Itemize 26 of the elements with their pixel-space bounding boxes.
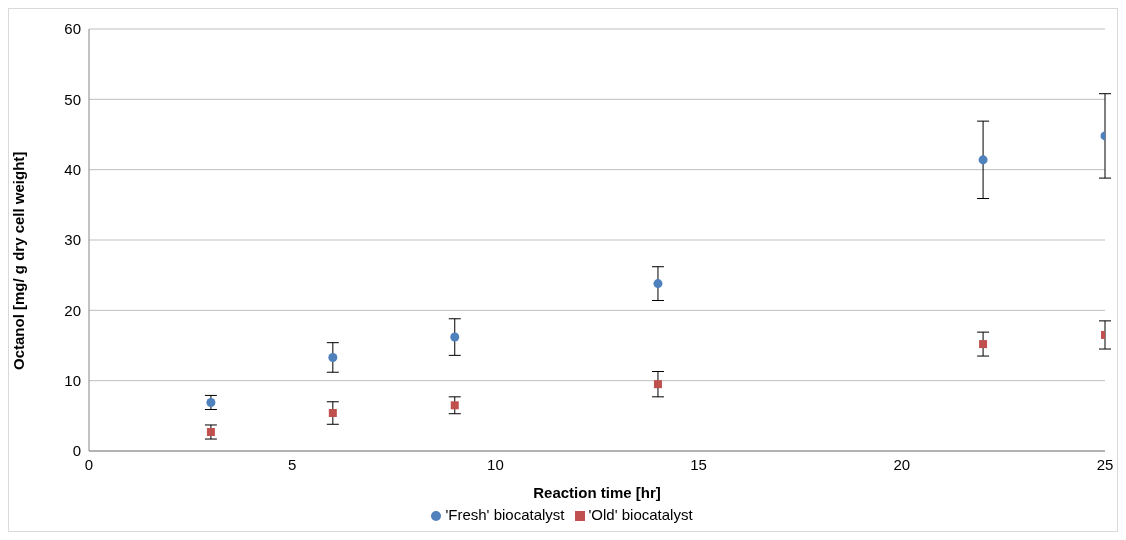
point <box>328 352 338 362</box>
y-tick-label: 20 <box>64 301 81 319</box>
point <box>979 340 988 349</box>
y-tick-label: 50 <box>64 90 81 108</box>
x-tick-label: 10 <box>487 455 504 473</box>
x-tick-label: 15 <box>690 455 707 473</box>
point <box>450 401 459 410</box>
point <box>206 428 215 437</box>
y-tick-label: 0 <box>72 442 81 460</box>
x-tick-label: 25 <box>1096 455 1114 473</box>
x-axis-title: Reaction time [hr] <box>533 484 661 501</box>
y-axis-title: Octanol [mg/ g dry cell weight] <box>10 151 28 370</box>
x-tick-label: 5 <box>288 455 297 473</box>
point <box>978 155 988 165</box>
y-tick-label: 60 <box>64 20 81 38</box>
point <box>450 332 460 342</box>
y-tick-label: 40 <box>64 160 81 178</box>
legend-label: 'Fresh' biocatalyst <box>445 506 565 523</box>
y-tick-label: 10 <box>64 371 81 389</box>
x-tick-label: 0 <box>84 455 94 473</box>
point <box>653 279 663 289</box>
point <box>328 409 337 418</box>
y-tick-label: 30 <box>64 231 81 249</box>
legend-label: 'Old' biocatalyst <box>588 506 693 523</box>
point <box>653 380 662 389</box>
x-tick-label: 20 <box>893 455 911 473</box>
